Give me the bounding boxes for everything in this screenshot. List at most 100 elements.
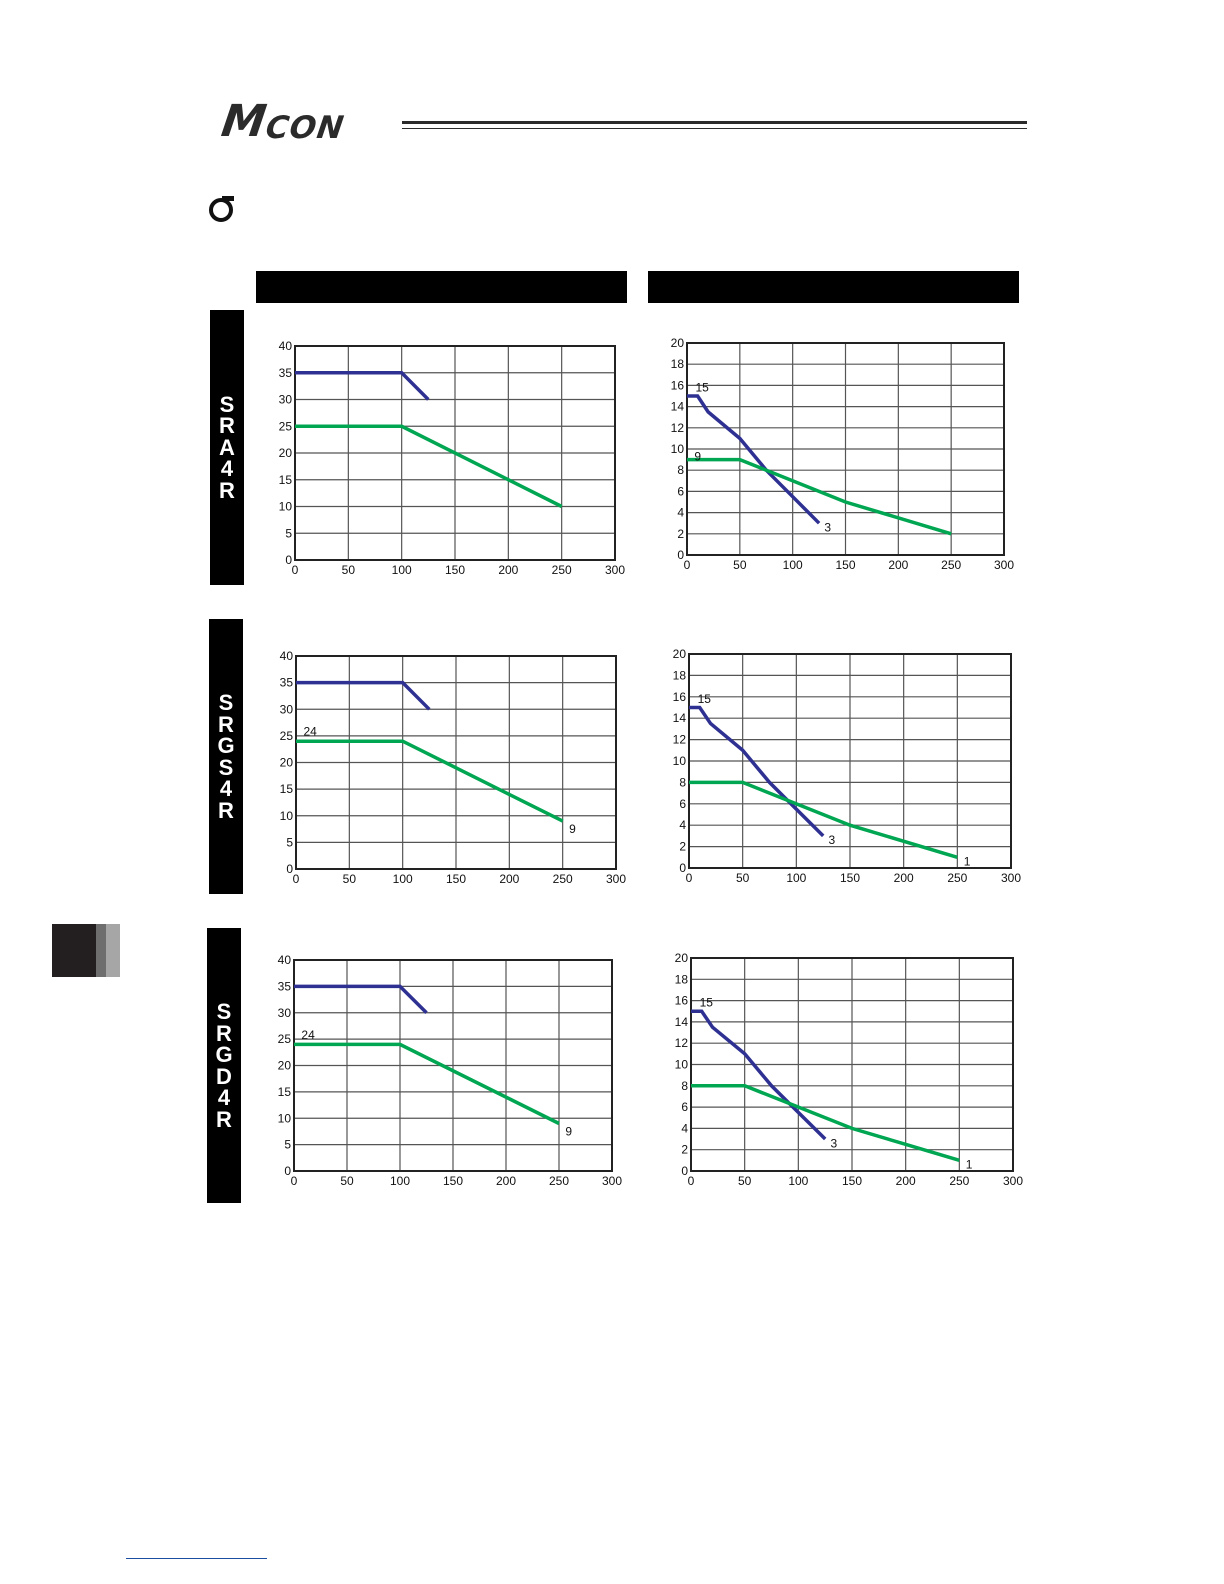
x-tick-label: 50	[738, 1174, 752, 1188]
side-tab-letter: 4	[219, 776, 233, 801]
data-label: 15	[700, 996, 714, 1010]
series-line-high	[687, 394, 821, 525]
y-tick-label: 20	[671, 336, 685, 350]
x-tick-label: 100	[783, 558, 803, 572]
x-tick-label: 150	[443, 1174, 463, 1188]
y-tick-label: 25	[278, 1032, 292, 1046]
x-tick-label: 100	[393, 872, 413, 886]
section-bullet-icon	[209, 196, 234, 222]
y-tick-label: 2	[677, 527, 684, 541]
y-tick-label: 30	[280, 702, 294, 716]
y-tick-label: 0	[677, 548, 684, 562]
y-tick-label: 8	[681, 1079, 688, 1093]
data-label: 15	[698, 692, 712, 706]
y-tick-label: 6	[679, 797, 686, 811]
plot-frame	[688, 653, 1012, 869]
plot-frame	[293, 959, 613, 1172]
side-tab-letter: R	[219, 413, 235, 439]
x-tick-label: 0	[292, 563, 299, 577]
x-tick-label: 300	[606, 872, 626, 886]
y-tick-label: 2	[679, 840, 686, 854]
x-tick-label: 200	[496, 1174, 516, 1188]
y-tick-label: 8	[677, 463, 684, 477]
y-tick-label: 4	[677, 506, 684, 520]
y-tick-label: 10	[280, 809, 294, 823]
data-label: 1	[964, 855, 971, 869]
y-tick-label: 0	[284, 1164, 291, 1178]
y-tick-label: 25	[279, 419, 293, 433]
x-tick-label: 0	[291, 1174, 298, 1188]
y-tick-label: 20	[279, 446, 293, 460]
y-tick-label: 16	[673, 690, 687, 704]
y-tick-label: 5	[284, 1138, 291, 1152]
x-tick-label: 150	[835, 558, 855, 572]
x-tick-label: 300	[1003, 1174, 1023, 1188]
y-tick-label: 10	[671, 442, 685, 456]
x-tick-label: 100	[788, 1174, 808, 1188]
data-label: 9	[694, 449, 701, 463]
x-tick-label: 100	[392, 563, 412, 577]
y-tick-label: 30	[279, 393, 293, 407]
y-tick-label: 15	[280, 782, 294, 796]
y-tick-label: 14	[673, 711, 687, 725]
x-tick-label: 0	[688, 1174, 695, 1188]
y-tick-label: 6	[677, 484, 684, 498]
y-tick-label: 25	[280, 729, 294, 743]
x-tick-label: 250	[552, 563, 572, 577]
y-tick-label: 4	[681, 1121, 688, 1135]
series-line-low	[296, 739, 564, 823]
side-tab-letter: R	[216, 1106, 232, 1132]
plot-frame	[295, 655, 617, 870]
x-tick-label: 250	[947, 871, 967, 885]
y-tick-label: 14	[671, 400, 685, 414]
x-tick-label: 0	[684, 558, 691, 572]
y-tick-label: 18	[675, 972, 689, 986]
side-tab-letter: A	[219, 434, 235, 460]
y-tick-label: 10	[278, 1111, 292, 1125]
chapter-index-tab-light	[106, 924, 120, 977]
x-tick-label: 250	[549, 1174, 569, 1188]
series-line-high	[691, 1009, 827, 1141]
series-line-high	[295, 371, 430, 401]
data-label: 9	[569, 822, 576, 836]
data-label: 3	[829, 833, 836, 847]
x-tick-label: 300	[605, 563, 625, 577]
y-tick-label: 15	[278, 1085, 292, 1099]
x-tick-label: 150	[842, 1174, 862, 1188]
x-tick-label: 0	[293, 872, 300, 886]
footer-rule	[126, 1558, 267, 1559]
header-rule-thin	[402, 128, 1027, 129]
y-tick-label: 12	[675, 1036, 689, 1050]
column-header-right	[648, 271, 1019, 303]
x-tick-label: 150	[840, 871, 860, 885]
side-tab-letter: S	[216, 999, 232, 1024]
header-rule	[402, 121, 1027, 124]
side-tab-letter: 4	[217, 1085, 231, 1110]
series-line-high	[294, 984, 428, 1015]
x-tick-label: 50	[340, 1174, 354, 1188]
series-line-high	[296, 680, 431, 711]
x-tick-label: 100	[786, 871, 806, 885]
x-tick-label: 0	[686, 871, 693, 885]
side-tab-letter: R	[218, 711, 234, 737]
y-tick-label: 16	[675, 994, 689, 1008]
plot-frame	[686, 342, 1005, 556]
x-tick-label: 150	[445, 563, 465, 577]
x-tick-label: 300	[994, 558, 1014, 572]
y-tick-label: 35	[280, 676, 294, 690]
x-tick-label: 150	[446, 872, 466, 886]
data-label: 15	[695, 381, 709, 395]
x-tick-label: 100	[390, 1174, 410, 1188]
x-tick-label: 50	[343, 872, 357, 886]
x-tick-label: 200	[896, 1174, 916, 1188]
series-line-low	[687, 457, 952, 536]
side-tab-letter: G	[217, 733, 235, 758]
series-line-low	[689, 780, 958, 859]
x-tick-label: 200	[894, 871, 914, 885]
x-tick-label: 200	[498, 563, 518, 577]
x-tick-label: 300	[1001, 871, 1021, 885]
data-label: 3	[824, 520, 831, 534]
